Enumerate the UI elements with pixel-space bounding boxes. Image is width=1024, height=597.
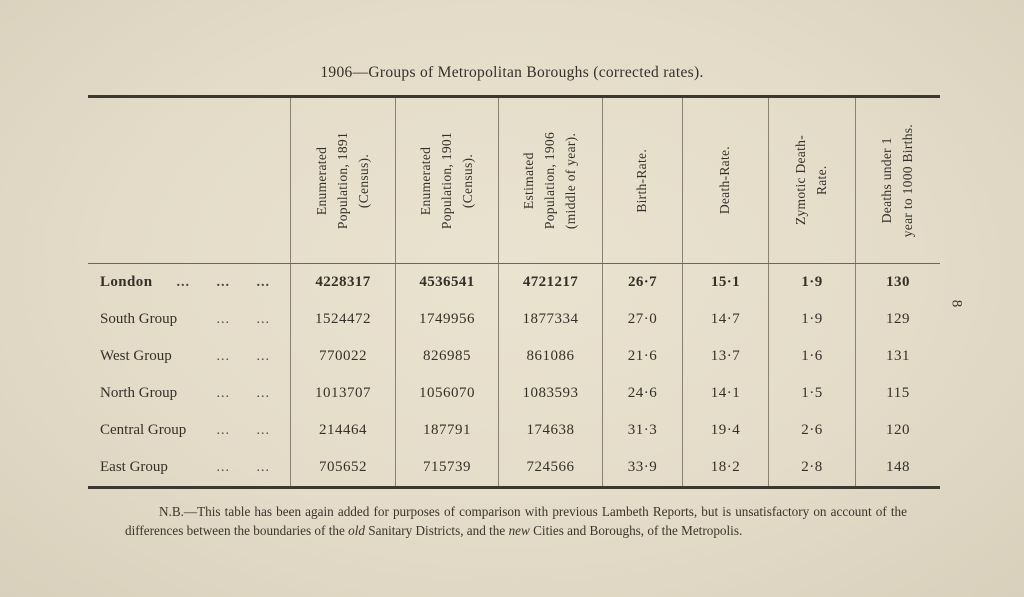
row-label-text: South Group — [100, 311, 178, 327]
cell-value: 15·1 — [682, 264, 768, 301]
table-header-row: Enumerated Population, 1891 (Census). En… — [88, 98, 940, 264]
table-row: Central Group ... ... 214464 187791 1746… — [88, 412, 940, 449]
cell-value: 14·1 — [682, 375, 768, 412]
cell-value: 24·6 — [602, 375, 682, 412]
cell-value: 1083593 — [498, 375, 602, 412]
cell-value: 4536541 — [395, 264, 498, 301]
footnote-text: Cities and Boroughs, of the Metropolis. — [529, 522, 743, 538]
cell-value: 115 — [855, 375, 940, 412]
row-label-text: East Group — [100, 459, 168, 475]
cell-value: 31·3 — [602, 412, 682, 449]
cell-value: 19·4 — [682, 412, 768, 449]
cell-value: 1013707 — [290, 375, 395, 412]
header-zymotic-label: Zymotic Death- Rate. — [793, 135, 829, 226]
page-number: 8 — [948, 299, 965, 308]
row-label-west-group: West Group ... ... — [88, 338, 290, 375]
footnote-text: N.B.—This table has been again added for… — [125, 504, 907, 538]
row-label-text: West Group — [100, 348, 172, 364]
cell-value: 1877334 — [498, 301, 602, 338]
leader-dots: ... ... — [216, 422, 270, 438]
header-birth-rate: Birth-Rate. — [602, 98, 682, 263]
header-pop-1906-label: Estimated Population, 1906 (middle of ye… — [521, 131, 578, 230]
row-label-text: London — [100, 274, 153, 290]
cell-value: 1·9 — [768, 301, 855, 338]
header-zymotic-death-rate: Zymotic Death- Rate. — [768, 98, 855, 263]
cell-value: 2·8 — [768, 449, 855, 486]
cell-value: 33·9 — [602, 449, 682, 486]
leader-dots: ... ... — [216, 459, 270, 475]
leader-dots: ... ... — [216, 348, 270, 364]
boroughs-table: Enumerated Population, 1891 (Census). En… — [88, 95, 940, 489]
cell-value: 1·9 — [768, 264, 855, 301]
cell-value: 14·7 — [682, 301, 768, 338]
cell-value: 174638 — [498, 412, 602, 449]
row-label-north-group: North Group ... ... — [88, 375, 290, 412]
cell-value: 214464 — [290, 412, 395, 449]
header-death-rate: Death-Rate. — [682, 98, 768, 263]
table-row: East Group ... ... 705652 715739 724566 … — [88, 449, 940, 486]
cell-value: 1·5 — [768, 375, 855, 412]
footnote-italic-old: old — [348, 522, 365, 538]
row-label-south-group: South Group ... ... — [88, 301, 290, 338]
table-row: South Group ... ... 1524472 1749956 1877… — [88, 301, 940, 338]
cell-value: 1·6 — [768, 338, 855, 375]
row-label-text: Central Group — [100, 422, 187, 438]
cell-value: 861086 — [498, 338, 602, 375]
footnote-italic-new: new — [508, 522, 530, 538]
table-row: London ... ... ... 4228317 4536541 47212… — [88, 264, 940, 301]
row-label-east-group: East Group ... ... — [88, 449, 290, 486]
cell-value: 4228317 — [290, 264, 395, 301]
row-label-london: London ... ... ... — [88, 264, 290, 301]
cell-value: 18·2 — [682, 449, 768, 486]
header-death-rate-label: Death-Rate. — [717, 146, 733, 215]
header-empty-cell — [88, 98, 290, 263]
leader-dots: ... ... — [216, 385, 270, 401]
footnote: N.B.—This table has been again added for… — [125, 503, 907, 540]
header-birth-rate-label: Birth-Rate. — [634, 148, 650, 213]
cell-value: 148 — [855, 449, 940, 486]
leader-dots: ... ... — [216, 311, 270, 327]
table-row: West Group ... ... 770022 826985 861086 … — [88, 338, 940, 375]
cell-value: 27·0 — [602, 301, 682, 338]
cell-value: 1056070 — [395, 375, 498, 412]
cell-value: 130 — [855, 264, 940, 301]
cell-value: 131 — [855, 338, 940, 375]
cell-value: 13·7 — [682, 338, 768, 375]
cell-value: 1524472 — [290, 301, 395, 338]
cell-value: 715739 — [395, 449, 498, 486]
table-title: 1906—Groups of Metropolitan Boroughs (co… — [320, 64, 704, 81]
header-infant-deaths: Deaths under 1 year to 1000 Births. — [855, 98, 940, 263]
cell-value: 770022 — [290, 338, 395, 375]
cell-value: 724566 — [498, 449, 602, 486]
cell-value: 120 — [855, 412, 940, 449]
header-pop-1901-label: Enumerated Population, 1901 (Census). — [417, 131, 475, 230]
row-label-text: North Group — [100, 385, 178, 401]
header-pop-1901: Enumerated Population, 1901 (Census). — [395, 98, 498, 263]
footnote-text: Sanitary Districts, and the — [364, 522, 509, 538]
leader-dots: ... ... ... — [176, 274, 270, 290]
header-pop-1891: Enumerated Population, 1891 (Census). — [290, 98, 395, 263]
cell-value: 4721217 — [498, 264, 602, 301]
cell-value: 2·6 — [768, 412, 855, 449]
cell-value: 26·7 — [602, 264, 682, 301]
header-infant-deaths-label: Deaths under 1 year to 1000 Births. — [879, 123, 915, 238]
table-row: North Group ... ... 1013707 1056070 1083… — [88, 375, 940, 412]
cell-value: 705652 — [290, 449, 395, 486]
cell-value: 21·6 — [602, 338, 682, 375]
cell-value: 187791 — [395, 412, 498, 449]
header-pop-1906: Estimated Population, 1906 (middle of ye… — [498, 98, 602, 263]
header-pop-1891-label: Enumerated Population, 1891 (Census). — [313, 131, 371, 230]
cell-value: 826985 — [395, 338, 498, 375]
cell-value: 1749956 — [395, 301, 498, 338]
cell-value: 129 — [855, 301, 940, 338]
row-label-central-group: Central Group ... ... — [88, 412, 290, 449]
